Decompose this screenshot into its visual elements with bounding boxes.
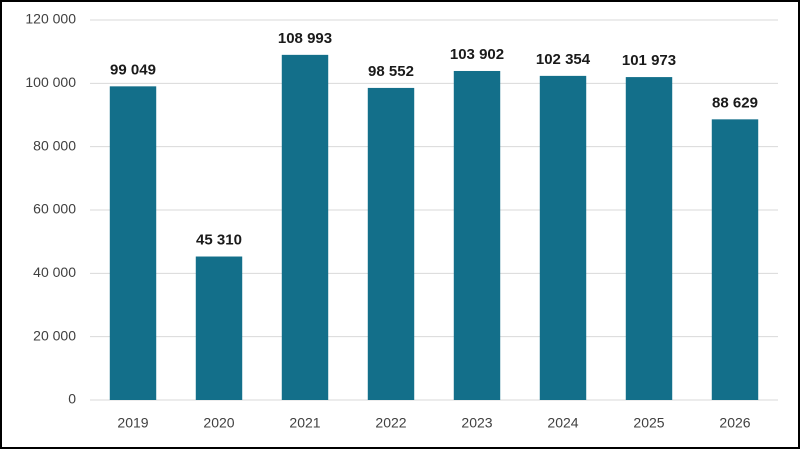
x-tick-label: 2026 [719, 415, 750, 431]
bar [711, 119, 759, 401]
y-tick-label: 40 000 [33, 264, 76, 280]
x-tick-label: 2023 [461, 415, 492, 431]
x-tick-label: 2024 [547, 415, 578, 431]
value-label: 99 049 [110, 61, 156, 78]
value-label: 45 310 [196, 231, 242, 248]
bar [109, 86, 157, 400]
y-tick-label: 0 [68, 391, 76, 407]
bar [625, 77, 673, 400]
value-label: 98 552 [368, 63, 414, 80]
bar [453, 70, 501, 401]
y-tick-label: 120 000 [25, 11, 76, 27]
x-tick-label: 2021 [289, 415, 320, 431]
value-label: 108 993 [278, 30, 332, 47]
bar [195, 256, 243, 400]
y-tick-label: 20 000 [33, 327, 76, 343]
value-label: 101 973 [622, 52, 676, 69]
bar [281, 54, 329, 400]
y-tick-label: 80 000 [33, 137, 76, 153]
x-tick-label: 2025 [633, 415, 664, 431]
x-tick-label: 2020 [203, 415, 234, 431]
y-tick-label: 60 000 [33, 201, 76, 217]
bar [539, 75, 587, 400]
value-label: 103 902 [450, 46, 504, 63]
x-tick-label: 2019 [117, 415, 148, 431]
x-tick-label: 2022 [375, 415, 406, 431]
y-tick-label: 100 000 [25, 74, 76, 90]
bar [367, 87, 415, 400]
value-label: 102 354 [536, 51, 591, 68]
value-label: 88 629 [712, 94, 758, 111]
